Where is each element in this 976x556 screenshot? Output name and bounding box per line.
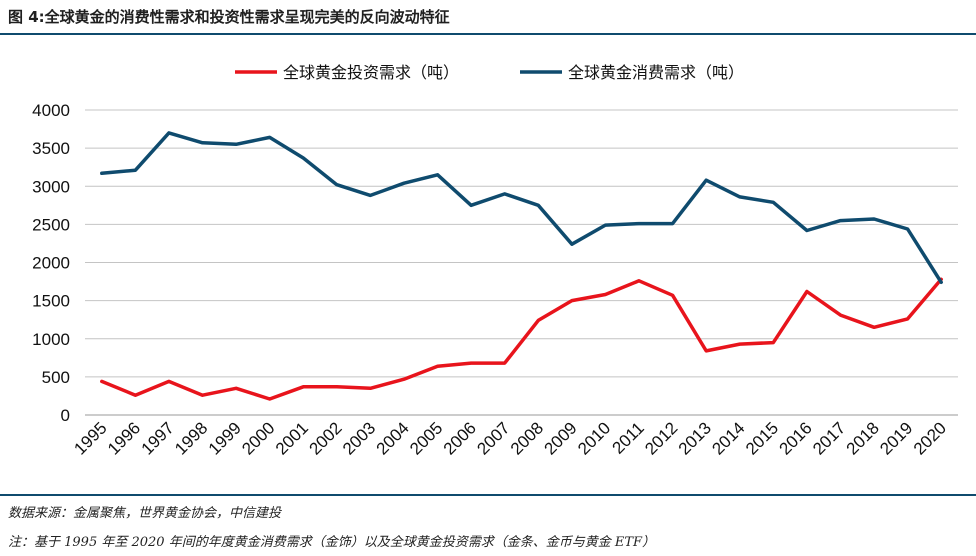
y-tick-label-2500: 2500 [32,215,70,234]
x-tick-label-2015: 2015 [742,418,782,458]
legend: 全球黄金投资需求（吨） 全球黄金消费需求（吨） [235,63,744,82]
y-tick-label-0: 0 [61,406,70,425]
y-tick-label-500: 500 [42,368,70,387]
x-tick-label-1996: 1996 [104,418,144,458]
y-tick-label-2000: 2000 [32,254,70,273]
y-tick-label-1000: 1000 [32,330,70,349]
source-note: 数据来源：金属聚焦，世界黄金协会，中信建投 [8,506,282,521]
footnote: 注：基于 1995 年至 2020 年间的年度黄金消费需求（金饰）以及全球黄金投… [8,535,656,550]
figure-title: 图 4:全球黄金的消费性需求和投资性需求呈现完美的反向波动特征 [8,8,450,26]
x-tick-label-2001: 2001 [272,418,312,458]
x-tick-label-2008: 2008 [507,418,547,458]
series-line-2 [100,131,943,285]
top-rule [0,33,976,35]
x-tick-label-1997: 1997 [138,418,178,458]
x-tick-label-2016: 2016 [776,418,816,458]
y-tick-label-3500: 3500 [32,139,70,158]
x-tick-label-2019: 2019 [876,418,916,458]
legend-label-2: 全球黄金消费需求（吨） [568,63,744,82]
x-tick-label-2003: 2003 [339,418,379,458]
series-lines [100,131,943,401]
x-tick-label-2011: 2011 [609,418,648,457]
gridlines [85,109,958,416]
y-tick-label-3000: 3000 [32,177,70,196]
bottom-rule [0,494,976,496]
y-axis-ticks: 0 500 1000 1500 2000 2500 3000 3500 4000 [32,101,70,425]
x-tick-label-1998: 1998 [171,418,211,458]
y-tick-label-4000: 4000 [32,101,70,120]
x-tick-label-2012: 2012 [641,418,681,458]
x-tick-label-2020: 2020 [910,418,950,458]
legend-label-1: 全球黄金投资需求（吨） [283,63,459,82]
x-axis-ticks: 1995199619971998199920002001200220032004… [70,418,950,458]
x-tick-label-2010: 2010 [574,418,614,458]
x-tick-label-2000: 2000 [238,418,278,458]
x-tick-label-2006: 2006 [440,418,480,458]
x-tick-label-2004: 2004 [373,418,413,458]
x-tick-label-2018: 2018 [843,418,883,458]
y-tick-label-1500: 1500 [32,292,70,311]
x-tick-label-1995: 1995 [70,418,110,458]
series-line-1 [100,277,943,401]
x-tick-label-2014: 2014 [708,418,748,458]
x-tick-label-2007: 2007 [473,418,513,458]
x-tick-label-2009: 2009 [541,418,581,458]
x-tick-label-2005: 2005 [406,418,446,458]
x-tick-label-2013: 2013 [675,418,715,458]
x-tick-label-1999: 1999 [205,418,245,458]
x-tick-label-2002: 2002 [305,418,345,458]
x-tick-label-2017: 2017 [809,418,849,458]
